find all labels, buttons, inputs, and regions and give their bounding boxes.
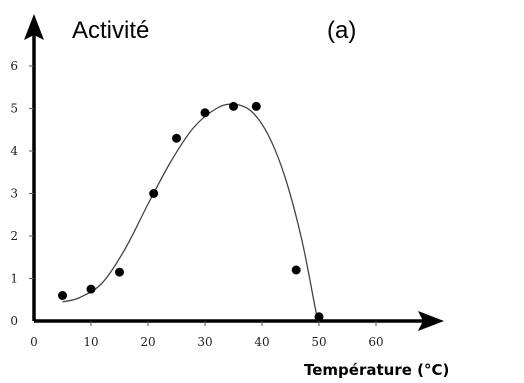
x-tick-label: 60 — [368, 335, 383, 349]
fit-curve-line — [62, 103, 320, 322]
y-axis-arrow — [24, 14, 44, 40]
axes — [24, 14, 444, 331]
x-tick-label: 10 — [83, 335, 98, 349]
x-tick-label: 50 — [311, 335, 326, 349]
y-tick-label: 6 — [10, 59, 18, 73]
ticks: 0 10 20 30 40 50 60 0 1 2 3 4 5 6 — [10, 59, 383, 349]
data-point — [86, 284, 96, 294]
panel-label: (a) — [327, 17, 356, 44]
y-tick-label: 3 — [10, 187, 18, 201]
data-point — [172, 133, 181, 143]
y-tick-label: 2 — [10, 229, 18, 243]
y-axis-label: Activité — [72, 17, 149, 44]
x-tick-label: 30 — [197, 335, 212, 349]
x-axis-arrow — [418, 311, 444, 331]
data-point — [115, 267, 124, 277]
x-tick-label: 0 — [30, 335, 38, 349]
y-tick-label: 4 — [10, 144, 18, 158]
data-point — [251, 101, 261, 111]
data-point — [149, 189, 159, 198]
x-axis-label: Température (°C) — [304, 361, 449, 379]
y-tick-label: 0 — [10, 314, 18, 328]
data-points — [58, 101, 324, 322]
x-tick-label: 40 — [254, 335, 269, 349]
data-point — [314, 312, 324, 322]
y-tick-label: 1 — [10, 272, 18, 286]
data-point — [58, 291, 67, 300]
fit-curve — [62, 103, 320, 322]
y-tick-label: 5 — [10, 102, 18, 116]
x-tick-label: 20 — [140, 335, 155, 349]
data-point — [229, 101, 238, 111]
data-point — [291, 265, 301, 275]
data-point — [200, 108, 210, 118]
